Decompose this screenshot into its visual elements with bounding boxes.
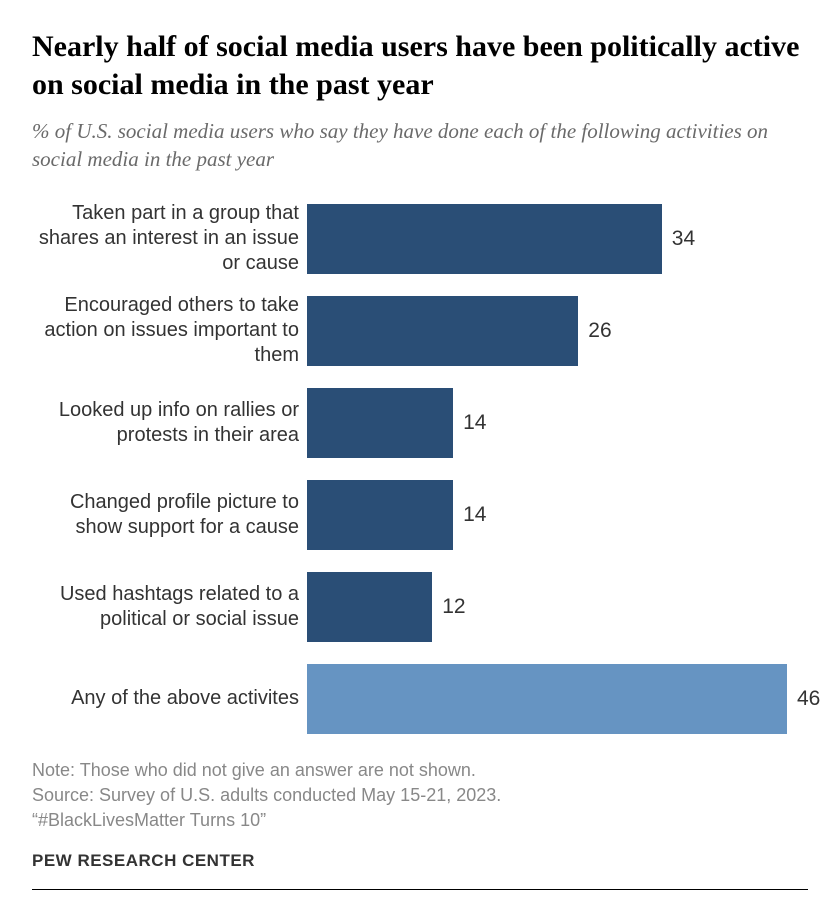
bar [307,296,578,366]
attribution: PEW RESEARCH CENTER [32,851,808,871]
bar-label: Taken part in a group that shares an int… [32,201,307,276]
summary-row: Any of the above activites46 [32,664,808,734]
bar-row: Encouraged others to take action on issu… [32,296,808,366]
bar [307,388,453,458]
chart-subtitle: % of U.S. social media users who say the… [32,117,808,174]
bar-track: 34 [307,204,808,274]
bar [307,664,787,734]
note-line: Note: Those who did not give an answer a… [32,758,808,783]
bar-row: Used hashtags related to a political or … [32,572,808,642]
chart-title: Nearly half of social media users have b… [32,28,808,103]
bar-value: 46 [787,687,820,711]
bar-value: 26 [578,319,611,343]
bar-value: 14 [453,411,486,435]
bar-value: 34 [662,227,695,251]
bar-value: 14 [453,503,486,527]
bar-track: 14 [307,480,808,550]
bar-track: 46 [307,664,820,734]
chart-note: Note: Those who did not give an answer a… [32,758,808,834]
footer-rule [32,889,808,890]
bar-label: Looked up info on rallies or protests in… [32,398,307,448]
bar-value: 12 [432,595,465,619]
bar-track: 12 [307,572,808,642]
bar-chart: Taken part in a group that shares an int… [32,204,808,734]
bar-label: Encouraged others to take action on issu… [32,293,307,368]
note-line: “#BlackLivesMatter Turns 10” [32,808,808,833]
bar-row: Looked up info on rallies or protests in… [32,388,808,458]
note-line: Source: Survey of U.S. adults conducted … [32,783,808,808]
bar-label: Any of the above activites [32,686,307,711]
bar-label: Changed profile picture to show support … [32,490,307,540]
bar-track: 14 [307,388,808,458]
bar [307,572,432,642]
bar [307,480,453,550]
bar [307,204,662,274]
bar-track: 26 [307,296,808,366]
bar-row: Taken part in a group that shares an int… [32,204,808,274]
bar-label: Used hashtags related to a political or … [32,582,307,632]
bar-row: Changed profile picture to show support … [32,480,808,550]
